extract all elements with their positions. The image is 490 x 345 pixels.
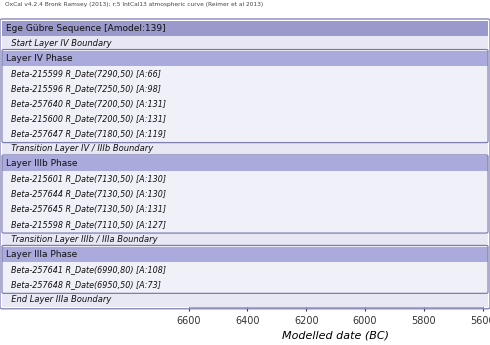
Text: OxCal v4.2.4 Bronk Ramsey (2013); r:5 IntCal13 atmospheric curve (Reimer et al 2: OxCal v4.2.4 Bronk Ramsey (2013); r:5 In…: [5, 2, 263, 7]
Text: Transition Layer IV / IIIb Boundary: Transition Layer IV / IIIb Boundary: [6, 144, 153, 153]
Text: End Layer IIIa Boundary: End Layer IIIa Boundary: [6, 295, 111, 304]
Text: Beta-257647 R_Date(7180,50) [A:119]: Beta-257647 R_Date(7180,50) [A:119]: [6, 129, 166, 138]
Text: Beta-257648 R_Date(6950,50) [A:73]: Beta-257648 R_Date(6950,50) [A:73]: [6, 280, 161, 289]
Text: Layer IV Phase: Layer IV Phase: [6, 54, 73, 63]
Text: Beta-257645 R_Date(7130,50) [A:131]: Beta-257645 R_Date(7130,50) [A:131]: [6, 205, 166, 214]
Text: Beta-215599 R_Date(7290,50) [A:66]: Beta-215599 R_Date(7290,50) [A:66]: [6, 69, 161, 78]
Text: Layer IIIb Phase: Layer IIIb Phase: [6, 159, 77, 168]
Text: Beta-215598 R_Date(7110,50) [A:127]: Beta-215598 R_Date(7110,50) [A:127]: [6, 220, 166, 229]
Text: Beta-257641 R_Date(6990,80) [A:108]: Beta-257641 R_Date(6990,80) [A:108]: [6, 265, 166, 274]
X-axis label: Modelled date (BC): Modelled date (BC): [282, 330, 389, 340]
Text: Beta-257640 R_Date(7200,50) [A:131]: Beta-257640 R_Date(7200,50) [A:131]: [6, 99, 166, 108]
Text: Beta-215596 R_Date(7250,50) [A:98]: Beta-215596 R_Date(7250,50) [A:98]: [6, 84, 161, 93]
Text: Ege Gübre Sequence [Amodel:139]: Ege Gübre Sequence [Amodel:139]: [6, 24, 166, 33]
Text: Beta-215600 R_Date(7200,50) [A:131]: Beta-215600 R_Date(7200,50) [A:131]: [6, 114, 166, 123]
Text: Transition Layer IIIb / IIIa Boundary: Transition Layer IIIb / IIIa Boundary: [6, 235, 157, 244]
Text: Beta-257644 R_Date(7130,50) [A:130]: Beta-257644 R_Date(7130,50) [A:130]: [6, 189, 166, 198]
Text: Layer IIIa Phase: Layer IIIa Phase: [6, 250, 77, 259]
Text: Start Layer IV Boundary: Start Layer IV Boundary: [6, 39, 112, 48]
Text: Beta-215601 R_Date(7130,50) [A:130]: Beta-215601 R_Date(7130,50) [A:130]: [6, 175, 166, 184]
